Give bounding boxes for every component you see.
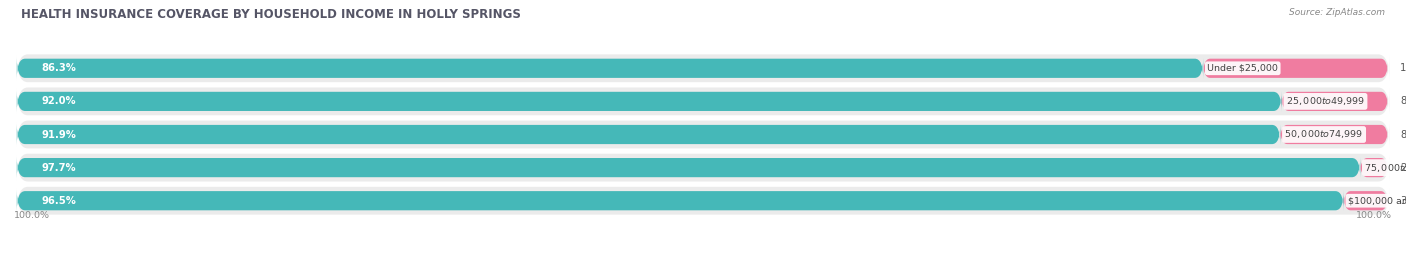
Text: 86.3%: 86.3% <box>42 63 76 73</box>
Text: 8.1%: 8.1% <box>1400 129 1406 140</box>
Text: Source: ZipAtlas.com: Source: ZipAtlas.com <box>1289 8 1385 17</box>
Text: 3.5%: 3.5% <box>1400 196 1406 206</box>
Text: 96.5%: 96.5% <box>42 196 76 206</box>
FancyBboxPatch shape <box>17 87 1389 115</box>
FancyBboxPatch shape <box>1344 191 1388 210</box>
Text: 92.0%: 92.0% <box>42 96 76 107</box>
FancyBboxPatch shape <box>17 187 1389 215</box>
FancyBboxPatch shape <box>1281 125 1388 144</box>
Text: 100.0%: 100.0% <box>1355 211 1392 220</box>
FancyBboxPatch shape <box>17 157 1360 178</box>
FancyBboxPatch shape <box>1204 59 1388 78</box>
Text: HEALTH INSURANCE COVERAGE BY HOUSEHOLD INCOME IN HOLLY SPRINGS: HEALTH INSURANCE COVERAGE BY HOUSEHOLD I… <box>21 8 522 21</box>
Text: $75,000 to $99,999: $75,000 to $99,999 <box>1364 162 1406 174</box>
FancyBboxPatch shape <box>17 124 1281 145</box>
Text: 100.0%: 100.0% <box>14 211 51 220</box>
Text: $50,000 to $74,999: $50,000 to $74,999 <box>1285 129 1364 140</box>
Text: $25,000 to $49,999: $25,000 to $49,999 <box>1286 95 1365 107</box>
FancyBboxPatch shape <box>17 58 1204 79</box>
FancyBboxPatch shape <box>17 91 1282 112</box>
Text: 91.9%: 91.9% <box>42 129 76 140</box>
Text: 97.7%: 97.7% <box>42 162 76 173</box>
Text: Under $25,000: Under $25,000 <box>1208 64 1278 73</box>
Text: 13.7%: 13.7% <box>1400 63 1406 73</box>
FancyBboxPatch shape <box>17 190 1344 211</box>
FancyBboxPatch shape <box>17 154 1389 182</box>
FancyBboxPatch shape <box>17 54 1389 82</box>
FancyBboxPatch shape <box>17 121 1389 148</box>
FancyBboxPatch shape <box>1282 92 1388 111</box>
Text: 2.3%: 2.3% <box>1400 162 1406 173</box>
Text: 8.0%: 8.0% <box>1400 96 1406 107</box>
Text: $100,000 and over: $100,000 and over <box>1348 196 1406 205</box>
FancyBboxPatch shape <box>1360 158 1388 177</box>
